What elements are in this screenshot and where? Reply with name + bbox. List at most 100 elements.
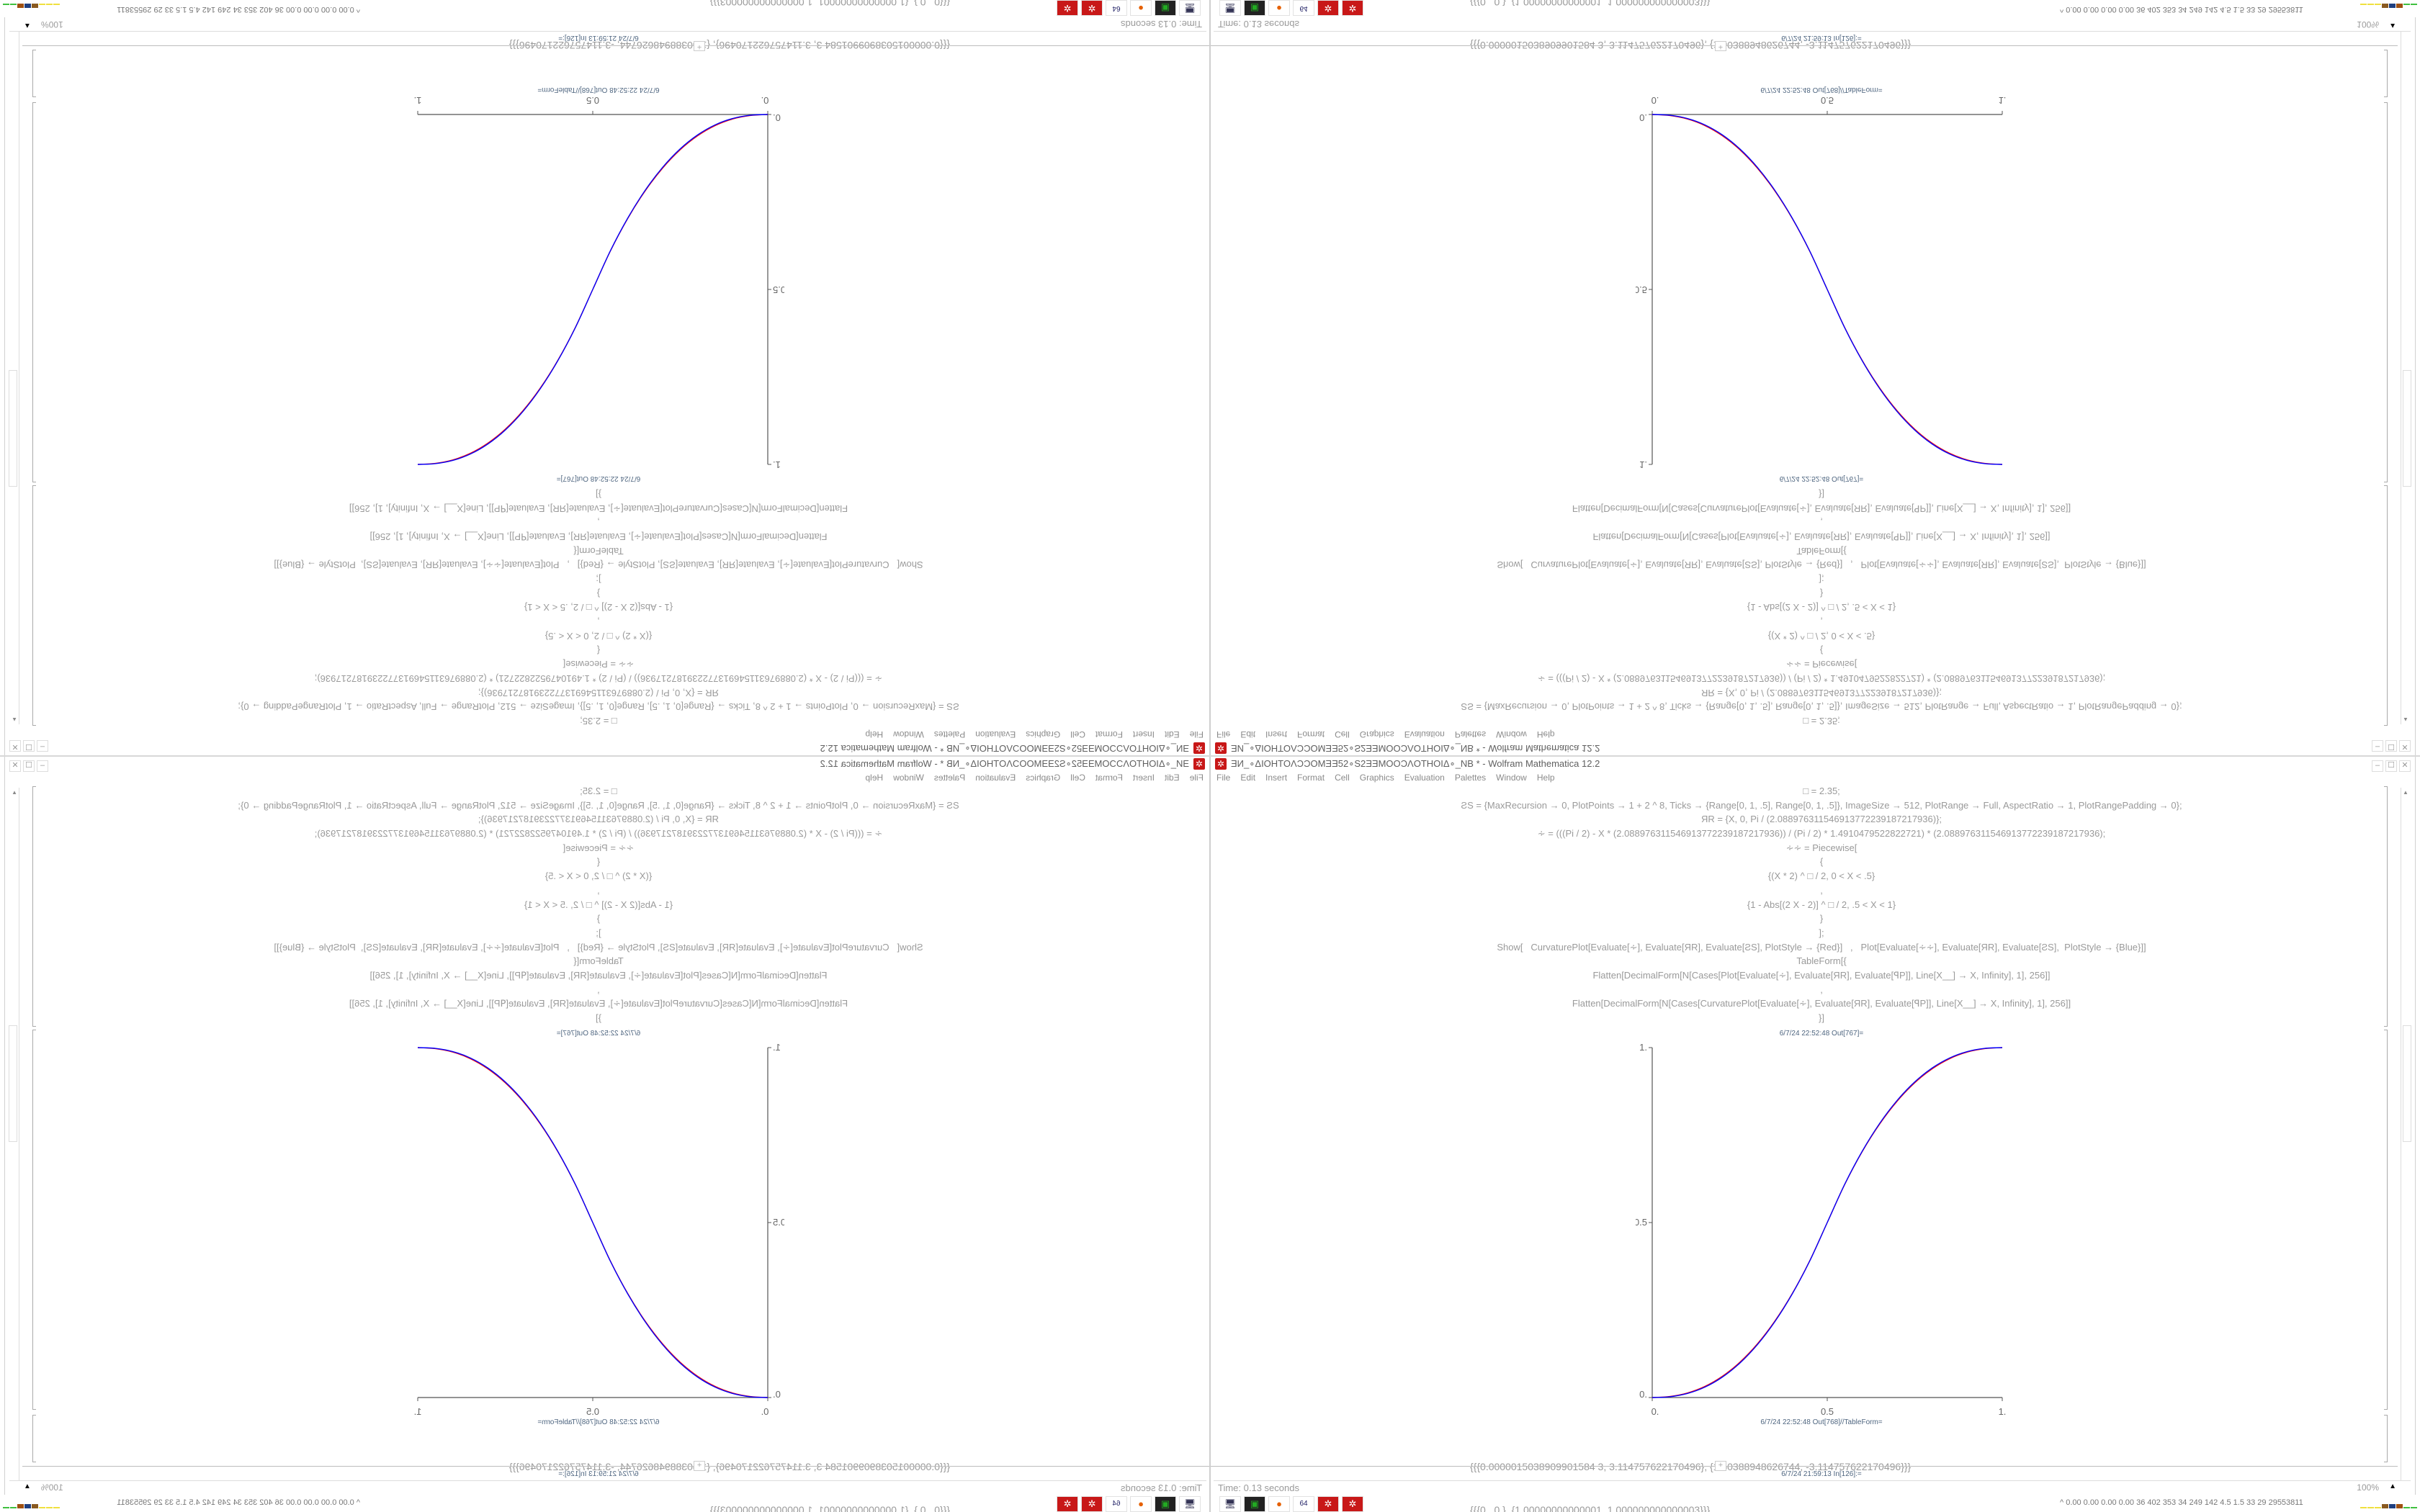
- zoom-up-arrow-icon[interactable]: ▲: [24, 22, 31, 30]
- firefox-icon[interactable]: ●: [1130, 0, 1152, 16]
- minimize-button[interactable]: ‒: [37, 760, 48, 772]
- terminal-icon[interactable]: ▣: [1155, 0, 1176, 16]
- title-bar[interactable]: ✲ ƎИ_∘ΔIOHTOΛƆƆOMƎƎ52∘S2ƎƎMOOƆΛOTHOIΔ∘_N…: [5, 756, 1209, 772]
- cell-bracket[interactable]: [32, 786, 36, 1027]
- monitor-camera-icon[interactable]: 🖥: [1219, 0, 1241, 16]
- cell-bracket[interactable]: [32, 102, 36, 482]
- menu-help[interactable]: Help: [1536, 773, 1555, 783]
- menu-insert[interactable]: Insert: [1132, 729, 1155, 739]
- menu-format[interactable]: Format: [1297, 729, 1325, 739]
- close-button[interactable]: ✕: [9, 760, 21, 772]
- mathematica-icon[interactable]: ✲: [1057, 1496, 1078, 1512]
- zoom-up-arrow-icon[interactable]: ▲: [2389, 1482, 2396, 1490]
- menu-cell[interactable]: Cell: [1335, 773, 1350, 783]
- menu-file[interactable]: File: [1189, 729, 1204, 739]
- input-cell[interactable]: □ = 2.35; ƧS = {MaxRecursion → 0, PlotPoi…: [0, 784, 1204, 1025]
- cell-insertion-line[interactable]: [1211, 1466, 2398, 1467]
- menu-help[interactable]: Help: [865, 729, 884, 739]
- cell-bracket[interactable]: [32, 1030, 36, 1410]
- scroll-up-arrow-icon[interactable]: ▲: [2403, 716, 2408, 723]
- menu-cell[interactable]: Cell: [1335, 729, 1350, 739]
- mathematica-icon[interactable]: ✲: [1081, 0, 1103, 16]
- mathematica-icon[interactable]: ✲: [1057, 0, 1078, 16]
- menu-edit[interactable]: Edit: [1240, 729, 1256, 739]
- firefox-icon[interactable]: ●: [1268, 1496, 1290, 1512]
- scroll-thumb[interactable]: [9, 370, 17, 487]
- menu-help[interactable]: Help: [1536, 729, 1555, 739]
- menu-file[interactable]: File: [1189, 773, 1204, 783]
- zoom-up-arrow-icon[interactable]: ▲: [24, 1482, 31, 1490]
- floppy-64-icon[interactable]: 64: [1293, 1496, 1314, 1512]
- close-button[interactable]: ✕: [2399, 740, 2411, 752]
- firefox-icon[interactable]: ●: [1130, 1496, 1152, 1512]
- mathematica-icon[interactable]: ✲: [1081, 1496, 1103, 1512]
- cell-bracket[interactable]: [32, 485, 36, 726]
- terminal-icon[interactable]: ▣: [1244, 1496, 1265, 1512]
- menu-window[interactable]: Window: [1496, 773, 1527, 783]
- scroll-up-arrow-icon[interactable]: ▲: [2403, 789, 2408, 796]
- scroll-up-arrow-icon[interactable]: ▲: [12, 789, 17, 796]
- menu-palettes[interactable]: Palettes: [1454, 729, 1487, 739]
- menu-graphics[interactable]: Graphics: [1026, 773, 1061, 783]
- menu-window[interactable]: Window: [893, 729, 924, 739]
- menu-window[interactable]: Window: [1496, 729, 1527, 739]
- title-bar[interactable]: ✲ ƎИ_∘ΔIOHTOΛƆƆOMƎƎ52∘S2ƎƎMOOƆΛOTHOIΔ∘_N…: [1211, 740, 2415, 756]
- cell-bracket[interactable]: [2384, 1415, 2388, 1462]
- cell-bracket[interactable]: [2384, 786, 2388, 1027]
- floppy-64-icon[interactable]: 64: [1293, 0, 1314, 16]
- scroll-thumb[interactable]: [2403, 1025, 2411, 1142]
- menu-format[interactable]: Format: [1095, 729, 1123, 739]
- scroll-thumb[interactable]: [9, 1025, 17, 1142]
- vertical-scrollbar[interactable]: ▲: [2401, 788, 2411, 1480]
- cell-bracket[interactable]: [2384, 1030, 2388, 1410]
- vertical-scrollbar[interactable]: ▲: [9, 788, 19, 1480]
- zoom-level[interactable]: 100%: [41, 19, 63, 30]
- cell-insertion-line[interactable]: [22, 45, 1209, 46]
- menu-format[interactable]: Format: [1095, 773, 1123, 783]
- menu-edit[interactable]: Edit: [1240, 773, 1256, 783]
- maximize-button[interactable]: ☐: [23, 740, 35, 752]
- menu-insert[interactable]: Insert: [1132, 773, 1155, 783]
- menu-palettes[interactable]: Palettes: [933, 773, 966, 783]
- menu-cell[interactable]: Cell: [1070, 729, 1085, 739]
- maximize-button[interactable]: ☐: [23, 760, 35, 772]
- menu-evaluation[interactable]: Evaluation: [1404, 773, 1445, 783]
- cell-insertion-line[interactable]: [1211, 45, 2398, 46]
- menu-palettes[interactable]: Palettes: [1454, 773, 1487, 783]
- mathematica-icon[interactable]: ✲: [1342, 0, 1363, 16]
- vertical-scrollbar[interactable]: ▲: [2401, 32, 2411, 724]
- mathematica-icon[interactable]: ✲: [1317, 0, 1339, 16]
- input-cell[interactable]: □ = 2.35; ƧS = {MaxRecursion → 0, PlotPoi…: [0, 487, 1204, 728]
- menu-graphics[interactable]: Graphics: [1359, 773, 1394, 783]
- menu-graphics[interactable]: Graphics: [1359, 729, 1394, 739]
- monitor-camera-icon[interactable]: 🖥: [1219, 1496, 1241, 1512]
- minimize-button[interactable]: ‒: [2372, 760, 2383, 772]
- maximize-button[interactable]: ☐: [2385, 740, 2397, 752]
- menu-window[interactable]: Window: [893, 773, 924, 783]
- cell-bracket[interactable]: [2384, 102, 2388, 482]
- mathematica-icon[interactable]: ✲: [1317, 1496, 1339, 1512]
- cell-insertion-line[interactable]: [22, 1466, 1209, 1467]
- input-cell[interactable]: □ = 2.35; ƧS = {MaxRecursion → 0, PlotPoi…: [1216, 784, 2420, 1025]
- floppy-64-icon[interactable]: 64: [1106, 1496, 1127, 1512]
- menu-file[interactable]: File: [1216, 773, 1231, 783]
- add-cell-button[interactable]: +: [694, 41, 705, 51]
- menu-insert[interactable]: Insert: [1265, 773, 1288, 783]
- menu-evaluation[interactable]: Evaluation: [1404, 729, 1445, 739]
- add-cell-button[interactable]: +: [1715, 1461, 1726, 1471]
- minimize-button[interactable]: ‒: [2372, 740, 2383, 752]
- title-bar[interactable]: ✲ ƎИ_∘ΔIOHTOΛƆƆOMƎƎ52∘S2ƎƎMOOƆΛOTHOIΔ∘_N…: [1211, 756, 2415, 772]
- menu-evaluation[interactable]: Evaluation: [975, 773, 1016, 783]
- menu-format[interactable]: Format: [1297, 773, 1325, 783]
- mathematica-icon[interactable]: ✲: [1342, 1496, 1363, 1512]
- menu-evaluation[interactable]: Evaluation: [975, 729, 1016, 739]
- monitor-camera-icon[interactable]: 🖥: [1179, 0, 1201, 16]
- menu-palettes[interactable]: Palettes: [933, 729, 966, 739]
- menu-cell[interactable]: Cell: [1070, 773, 1085, 783]
- input-cell[interactable]: □ = 2.35; ƧS = {MaxRecursion → 0, PlotPoi…: [1216, 487, 2420, 728]
- add-cell-button[interactable]: +: [1715, 41, 1726, 51]
- floppy-64-icon[interactable]: 64: [1106, 0, 1127, 16]
- firefox-icon[interactable]: ●: [1268, 0, 1290, 16]
- vertical-scrollbar[interactable]: ▲: [9, 32, 19, 724]
- add-cell-button[interactable]: +: [694, 1461, 705, 1471]
